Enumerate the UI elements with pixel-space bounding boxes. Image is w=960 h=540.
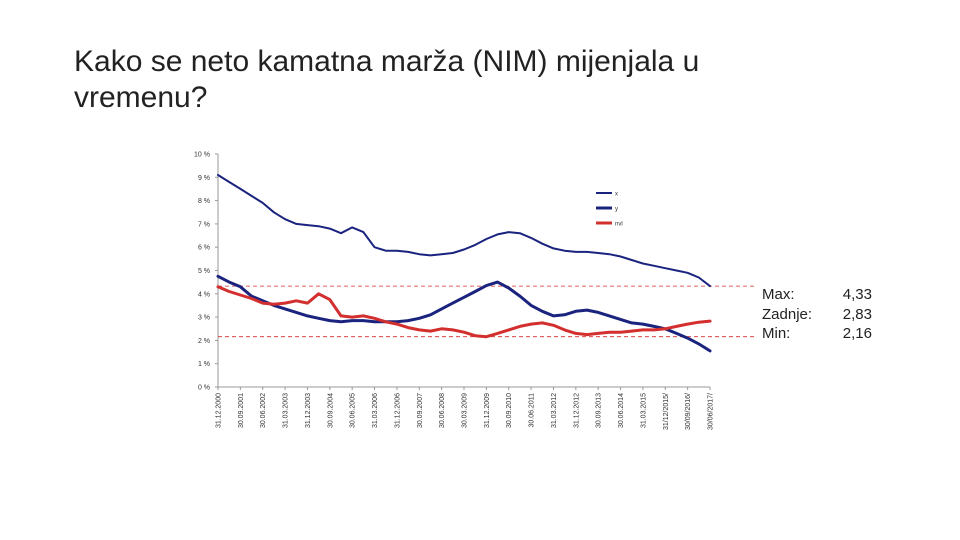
x-tick-label: 30.06.2005 [350,393,357,428]
stat-min-label: Min: [762,325,791,342]
stat-min-value: 2,16 [842,325,872,342]
x-tick-label: 30.09.2001 [238,393,245,428]
stats-panel: Max: 4,33 Zadnje: 2,83 Min: 2,16 [762,285,872,344]
x-tick-label: 31.03.2015 [640,393,647,428]
y-tick-label: 5 % [198,268,210,275]
x-tick-label: 31.12.2006 [394,393,401,428]
x-tick-label: 30/06/2017/ [708,393,715,430]
series-line-nvl [216,285,712,339]
y-tick-label: 7 % [198,221,210,228]
y-tick-label: 0 % [198,385,210,392]
x-tick-label: 30.09.2004 [327,393,334,428]
x-tick-label: 31.03.2003 [283,393,290,428]
y-tick-label: 1 % [198,361,210,368]
x-tick-label: 31.12.2012 [573,393,580,428]
x-tick-label: 31.03.2012 [551,393,558,428]
stat-last-label: Zadnje: [762,305,813,323]
stat-last-value: 2,83 [842,305,872,323]
page-title: Kako se neto kamatna marža (NIM) mijenja… [74,45,700,114]
legend-label-y: y [615,207,618,213]
legend-label-nvl: nvl [615,222,623,228]
x-tick-label: 31.12.2000 [216,393,223,428]
y-tick-label: 9 % [198,175,210,182]
x-tick-label: 30.06.2011 [529,393,536,428]
x-tick-label: 30.06.2008 [439,393,446,428]
x-tick-label: 30.09.2007 [417,393,424,428]
x-tick-label: 30.06.2014 [618,393,625,428]
y-tick-label: 2 % [198,338,210,345]
x-tick-label: 30.09.2013 [596,393,603,428]
legend-label-x: x [615,192,618,198]
stat-max-label: Max: [762,286,795,303]
x-tick-label: 30/09/2016/ [685,393,692,430]
stat-last: Zadnje: 2,83 [762,305,872,325]
y-tick-label: 3 % [198,315,210,322]
y-tick-label: 10 % [194,152,210,159]
y-tick-label: 4 % [198,291,210,298]
y-tick-label: 8 % [198,198,210,205]
x-tick-label: 30.09.2010 [506,393,513,428]
stat-min: Min: 2,16 [762,324,872,344]
x-tick-label: 31/12/2015/ [663,393,670,430]
series-line-y [216,274,712,353]
x-tick-label: 31.12.2003 [305,393,312,428]
series-line-x [217,174,711,288]
x-tick-label: 31.03.2006 [372,393,379,428]
x-tick-label: 30.03.2009 [462,393,469,428]
y-tick-label: 6 % [198,245,210,252]
x-tick-label: 30.06.2002 [260,393,267,428]
stat-max: Max: 4,33 [762,285,872,305]
x-tick-label: 31.12.2009 [484,393,491,428]
stat-max-value: 4,33 [842,286,872,303]
